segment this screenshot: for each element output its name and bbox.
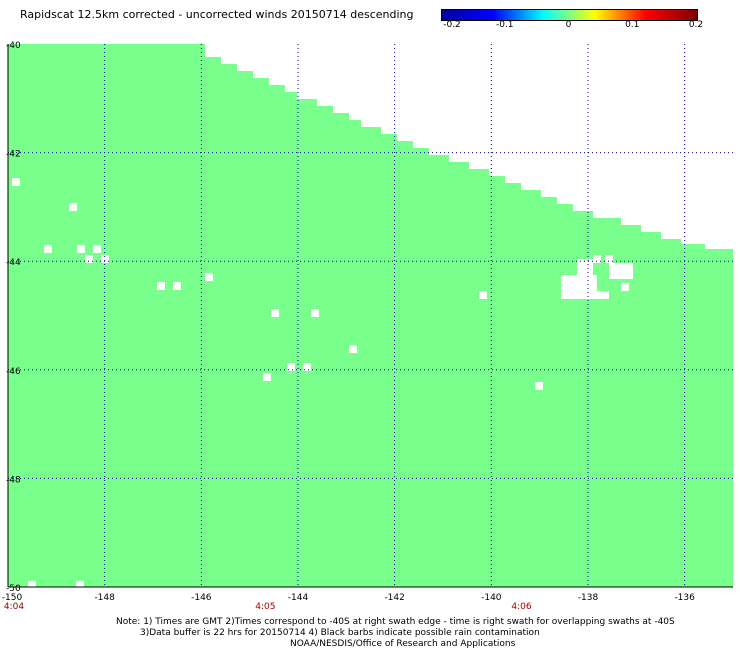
note-line-3: NOAA/NESDIS/Office of Research and Appli… [290,639,516,649]
missing-data-cell [593,255,601,263]
longitude-label: -140 [481,593,502,603]
note-line-2: 3)Data buffer is 22 hrs for 20150714 4) … [140,628,540,638]
latitude-label: -48 [6,475,21,485]
latitude-label: -42 [6,150,21,160]
longitude-label: -138 [578,593,599,603]
latitude-label: -50 [6,584,21,594]
colorbar-tick-label: 0.1 [625,20,640,30]
colorbar-tick-label: -0.2 [443,20,461,30]
missing-data-cell [12,178,20,186]
missing-data-cell [311,309,319,317]
time-label: 4:06 [511,602,531,612]
missing-data-cell [85,255,93,263]
colorbar-tick-label: 0 [565,20,572,30]
chart-title: Rapidscat 12.5km corrected - uncorrected… [20,8,414,21]
missing-data-cell [28,581,36,587]
missing-data-cell [271,309,279,317]
note-line-1: Note: 1) Times are GMT 2)Times correspon… [116,617,675,627]
missing-data-cell [205,273,213,281]
missing-data-cell [44,245,52,253]
missing-data-cell [93,245,101,253]
missing-data-cell [173,282,181,290]
missing-data-cell [349,345,357,353]
missing-data-cell [303,363,311,371]
rapidscat-swath [8,44,733,587]
colorbar-tick-label: 0.2 [688,20,704,30]
missing-data-cell [157,282,165,290]
longitude-label: -142 [384,593,404,603]
missing-data-cell [77,245,85,253]
colorbar-tick-label: -0.1 [495,20,514,30]
longitude-label: -146 [191,593,212,603]
missing-data-cell [263,373,271,381]
missing-data-cell [577,259,593,275]
time-label: 4:05 [255,602,275,612]
missing-data-cell [561,275,597,299]
colorbar [441,9,698,21]
longitude-label: -148 [94,593,115,603]
latitude-label: -44 [6,258,21,268]
missing-data-cell [621,283,629,291]
latitude-label: -46 [6,367,21,377]
missing-data-cell [69,203,77,211]
latitude-label: -40 [6,41,21,51]
missing-data-cell [535,382,543,390]
longitude-label: -136 [674,593,695,603]
missing-data-cell [101,255,109,263]
missing-data-cell [609,263,633,279]
missing-data-cell [479,291,487,299]
missing-data-cell [76,581,84,587]
time-label: 4:04 [4,602,24,612]
missing-data-cell [597,291,609,299]
missing-data-cell [605,255,613,263]
longitude-label: -150 [2,593,23,603]
missing-data-cell [287,363,295,371]
longitude-label: -144 [288,593,309,603]
